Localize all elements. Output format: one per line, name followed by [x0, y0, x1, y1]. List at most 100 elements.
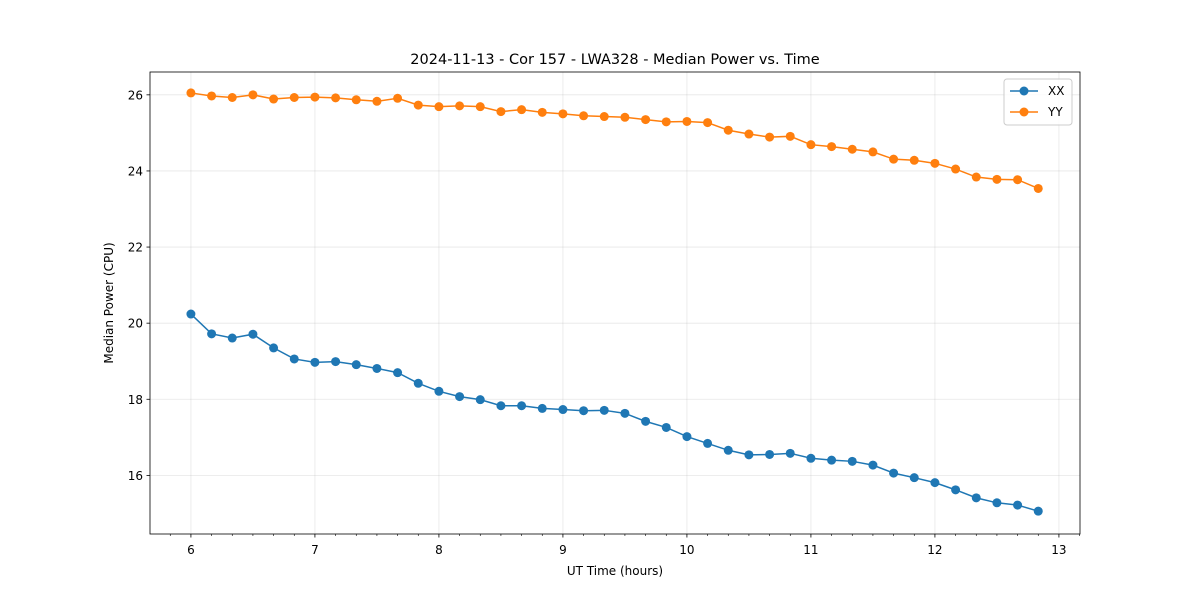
data-point-xx [889, 468, 899, 478]
data-point-xx [992, 498, 1002, 508]
data-point-xx [537, 403, 547, 413]
data-point-yy [579, 111, 589, 121]
x-tick-label: 8 [435, 543, 443, 557]
data-point-xx [331, 357, 341, 367]
data-point-yy [558, 109, 568, 119]
data-point-yy [951, 164, 961, 174]
data-point-yy [682, 116, 692, 126]
data-point-xx [661, 422, 671, 432]
data-point-yy [248, 90, 258, 100]
y-tick-label: 24 [128, 164, 143, 178]
legend-label-yy: YY [1047, 105, 1063, 119]
data-point-yy [806, 140, 816, 150]
series-yy [186, 88, 1043, 193]
data-point-xx [248, 329, 258, 339]
data-point-xx [682, 432, 692, 442]
x-tick-label: 11 [803, 543, 818, 557]
plot-frame [149, 71, 1081, 535]
data-point-xx [393, 368, 403, 378]
data-point-xx [868, 460, 878, 470]
data-point-yy [186, 88, 196, 98]
series-xx [186, 309, 1043, 516]
data-point-xx [847, 456, 857, 466]
legend-label-xx: XX [1048, 84, 1064, 98]
data-point-yy [537, 107, 547, 117]
data-point-yy [785, 131, 795, 141]
data-point-yy [1033, 183, 1043, 193]
data-point-yy [703, 118, 713, 128]
legend-marker-xx [1019, 86, 1029, 96]
data-point-yy [1013, 175, 1023, 185]
data-point-xx [186, 309, 196, 319]
data-point-yy [889, 154, 899, 164]
y-tick-label: 26 [128, 88, 143, 102]
data-point-yy [393, 93, 403, 103]
data-point-xx [579, 406, 589, 416]
data-point-yy [661, 117, 671, 127]
data-point-xx [351, 360, 361, 370]
y-tick-label: 16 [128, 469, 143, 483]
data-point-xx [620, 408, 630, 418]
data-point-xx [455, 392, 465, 402]
data-point-yy [455, 101, 465, 111]
data-point-xx [207, 329, 217, 339]
data-point-yy [992, 174, 1002, 184]
data-point-xx [641, 416, 651, 426]
y-tick-label: 20 [128, 317, 143, 331]
data-point-yy [930, 158, 940, 168]
data-point-yy [744, 129, 754, 139]
data-point-yy [351, 95, 361, 105]
chart-title: 2024-11-13 - Cor 157 - LWA328 - Median P… [410, 52, 819, 68]
data-point-xx [372, 363, 382, 373]
data-point-xx [723, 445, 733, 455]
data-point-xx [971, 493, 981, 503]
data-point-yy [269, 94, 279, 104]
data-point-yy [847, 144, 857, 154]
data-point-yy [641, 115, 651, 125]
data-point-xx [558, 405, 568, 415]
y-tick-label: 22 [128, 241, 143, 255]
data-point-xx [909, 473, 919, 483]
data-point-yy [599, 112, 609, 122]
data-point-xx [785, 448, 795, 458]
data-point-yy [310, 92, 320, 102]
data-point-xx [310, 357, 320, 367]
data-point-xx [827, 455, 837, 465]
axis-ticks: 6 7 8 9 10 11 12 13 16 18 20 22 24 26 [128, 88, 1080, 557]
data-point-yy [620, 112, 630, 122]
data-point-xx [517, 401, 527, 411]
data-point-yy [723, 125, 733, 135]
y-axis-label: Median Power (CPU) [102, 242, 116, 363]
y-tick-label: 18 [128, 393, 143, 407]
x-tick-label: 13 [1051, 543, 1066, 557]
data-point-xx [930, 478, 940, 488]
data-point-xx [744, 450, 754, 460]
data-point-yy [434, 102, 444, 112]
data-point-yy [909, 155, 919, 165]
x-tick-label: 12 [927, 543, 942, 557]
data-point-yy [289, 92, 299, 102]
x-axis-label: UT Time (hours) [567, 564, 663, 578]
data-point-yy [331, 93, 341, 103]
data-point-yy [496, 107, 506, 117]
data-point-yy [971, 172, 981, 182]
data-point-xx [227, 333, 237, 343]
data-point-xx [496, 401, 506, 411]
data-point-yy [475, 102, 485, 112]
data-point-yy [517, 105, 527, 115]
x-tick-label: 9 [559, 543, 567, 557]
data-point-yy [413, 100, 423, 110]
data-point-xx [413, 378, 423, 388]
data-point-xx [1013, 500, 1023, 510]
data-point-yy [227, 92, 237, 102]
data-point-xx [703, 438, 713, 448]
data-point-xx [475, 395, 485, 405]
data-point-xx [269, 343, 279, 353]
data-point-yy [765, 132, 775, 142]
data-series [186, 88, 1043, 516]
data-point-xx [806, 453, 816, 463]
data-point-yy [372, 96, 382, 106]
legend-marker-yy [1019, 107, 1029, 117]
x-tick-label: 6 [187, 543, 195, 557]
